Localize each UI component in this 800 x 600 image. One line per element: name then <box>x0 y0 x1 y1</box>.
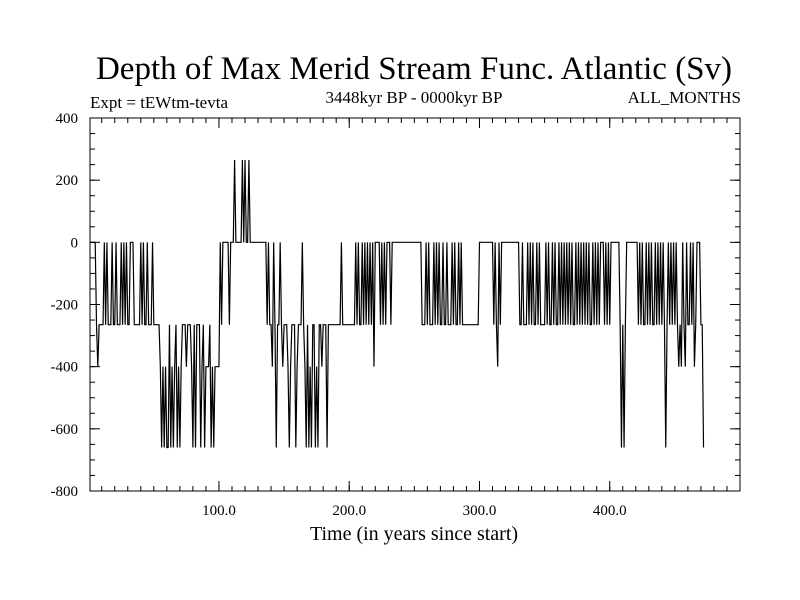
time-range-label: 3448kyr BP - 0000kyr BP <box>326 88 503 107</box>
data-series <box>90 159 705 449</box>
y-tick-label: -600 <box>51 422 79 438</box>
y-tick-label: 0 <box>71 235 79 251</box>
months-label: ALL_MONTHS <box>628 88 741 107</box>
y-tick-label: -200 <box>51 298 79 314</box>
chart-title: Depth of Max Merid Stream Func. Atlantic… <box>96 51 732 87</box>
axes: 100.0 200.0 300.0 400.0 400 200 0 -200 -400 -600 -… <box>51 111 741 519</box>
series-line <box>90 159 705 449</box>
y-tick-label: 400 <box>56 111 79 127</box>
x-tick-label: 100.0 <box>202 503 236 519</box>
x-tick-label: 400.0 <box>593 503 627 519</box>
x-tick-label: 200.0 <box>332 503 366 519</box>
x-axis-label: Time (in years since start) <box>310 523 518 545</box>
experiment-label: Expt = tEWtm-tevta <box>90 93 228 112</box>
y-tick-label: 200 <box>56 173 79 189</box>
plot-frame <box>89 117 741 492</box>
x-tick-label: 300.0 <box>463 503 497 519</box>
y-tick-label: -800 <box>51 484 79 500</box>
y-tick-label: -400 <box>51 360 79 376</box>
